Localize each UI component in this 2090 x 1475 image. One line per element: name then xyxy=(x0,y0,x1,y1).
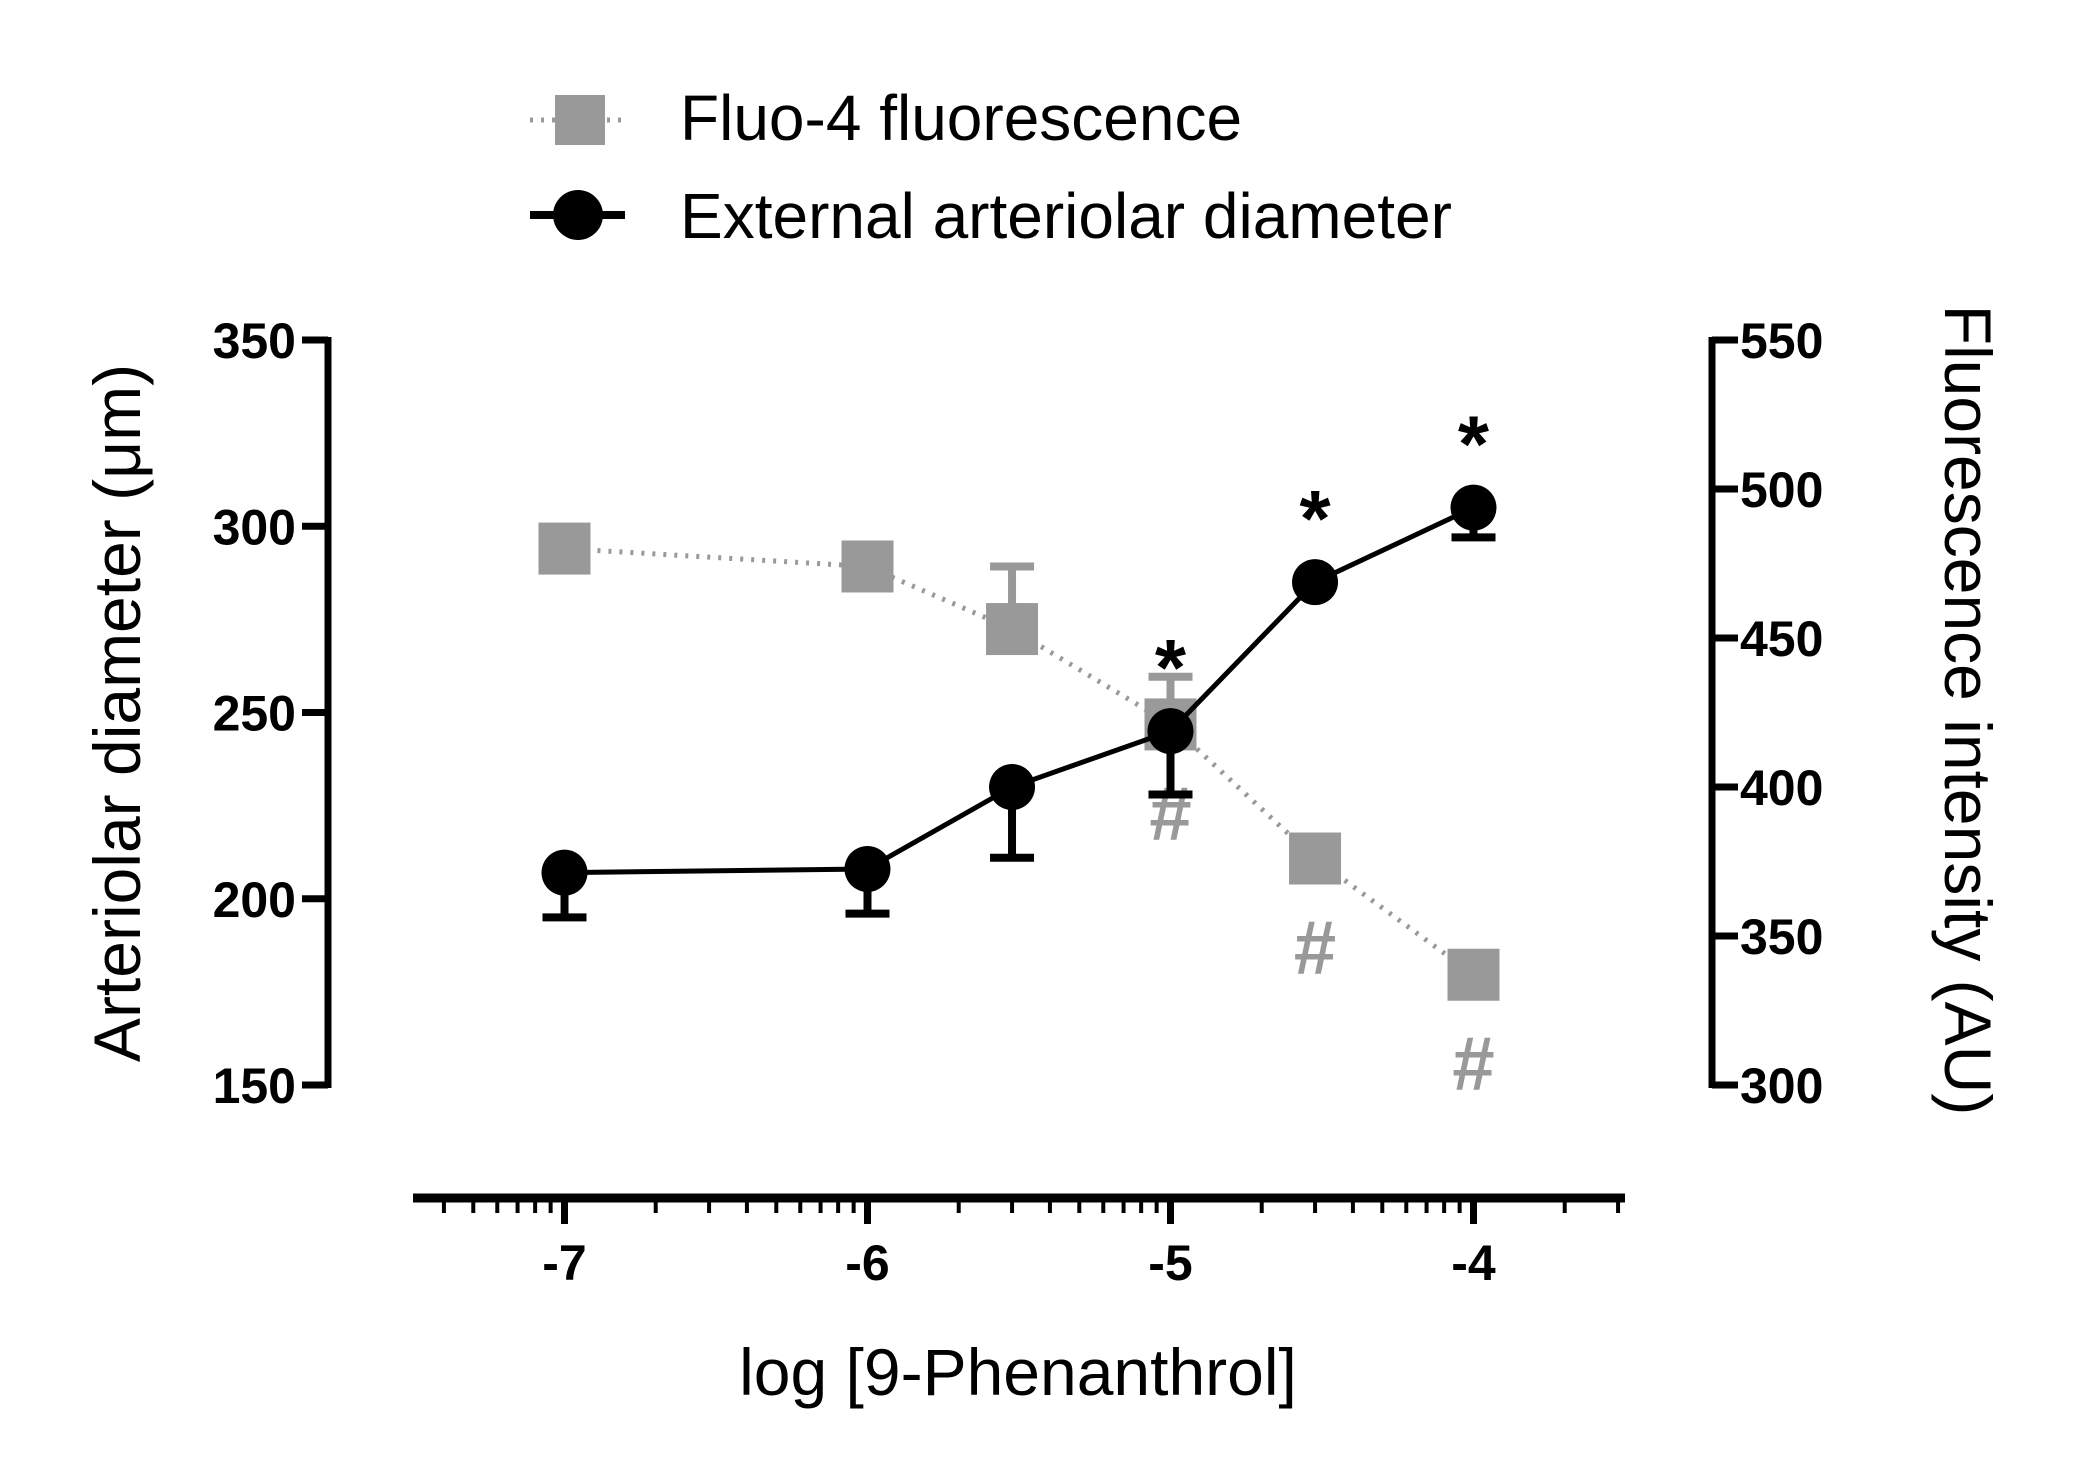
right-axis-tick-label: 450 xyxy=(1740,611,1823,667)
data-point xyxy=(538,522,591,575)
data-point xyxy=(1289,832,1342,885)
x-axis: -7 -6 -5 -4 xyxy=(413,1193,1625,1291)
legend: Fluo-4 fluorescence External arteriolar … xyxy=(530,82,1452,252)
y-axis-title-left: Arteriolar diameter (μm) xyxy=(80,364,154,1062)
legend-marker-fluo4 xyxy=(555,95,605,145)
x-axis-tick-label: -5 xyxy=(1148,1235,1192,1291)
legend-label-fluo4: Fluo-4 fluorescence xyxy=(680,82,1242,154)
right-axis-tick-label: 300 xyxy=(1740,1058,1823,1114)
left-axis-tick-label: 300 xyxy=(213,499,296,555)
significance-star: * xyxy=(1155,623,1187,712)
y-axis-title-right: Fluorescence intensity (AU) xyxy=(1931,305,2005,1116)
right-axis-tick-label: 550 xyxy=(1740,313,1823,369)
left-axis-tick-label: 200 xyxy=(213,872,296,928)
legend-marker-diameter xyxy=(553,190,603,240)
data-point xyxy=(986,603,1039,656)
series-layer: ###*** xyxy=(538,400,1500,1107)
significance-star: * xyxy=(1299,474,1331,563)
x-axis-tick-label: -4 xyxy=(1451,1235,1496,1291)
x-axis-tick-label: -6 xyxy=(845,1235,889,1291)
x-axis-title: log [9-Phenanthrol] xyxy=(739,1335,1297,1409)
data-point xyxy=(1147,708,1194,755)
legend-label-diameter: External arteriolar diameter xyxy=(680,180,1452,252)
data-point xyxy=(989,764,1036,810)
significance-hash: # xyxy=(1294,906,1336,991)
right-axis-tick-label: 350 xyxy=(1740,909,1823,965)
data-point xyxy=(1450,484,1497,531)
data-point xyxy=(844,845,891,892)
left-axis: 150 200 250 300 350 xyxy=(213,313,332,1114)
data-point xyxy=(1292,559,1339,606)
legend-item-diameter: External arteriolar diameter xyxy=(530,180,1452,252)
significance-star: * xyxy=(1458,400,1490,489)
left-axis-tick-label: 150 xyxy=(213,1058,296,1114)
series-diameter: * * * xyxy=(541,400,1497,922)
right-axis-tick-label: 500 xyxy=(1740,462,1823,518)
left-axis-tick-label: 250 xyxy=(213,686,296,742)
data-point xyxy=(541,849,588,896)
right-axis-tick-label: 400 xyxy=(1740,760,1823,816)
legend-item-fluo4: Fluo-4 fluorescence xyxy=(530,82,1242,154)
series-line xyxy=(564,505,1475,876)
x-axis-tick-label: -7 xyxy=(542,1235,586,1291)
data-point xyxy=(1447,948,1500,1001)
right-axis: 300 350 400 450 500 550 xyxy=(1708,313,1823,1114)
data-point xyxy=(841,540,894,593)
left-axis-tick-label: 350 xyxy=(213,313,296,369)
significance-hash: # xyxy=(1452,1022,1494,1107)
series-fluo4: ### xyxy=(538,522,1500,1107)
